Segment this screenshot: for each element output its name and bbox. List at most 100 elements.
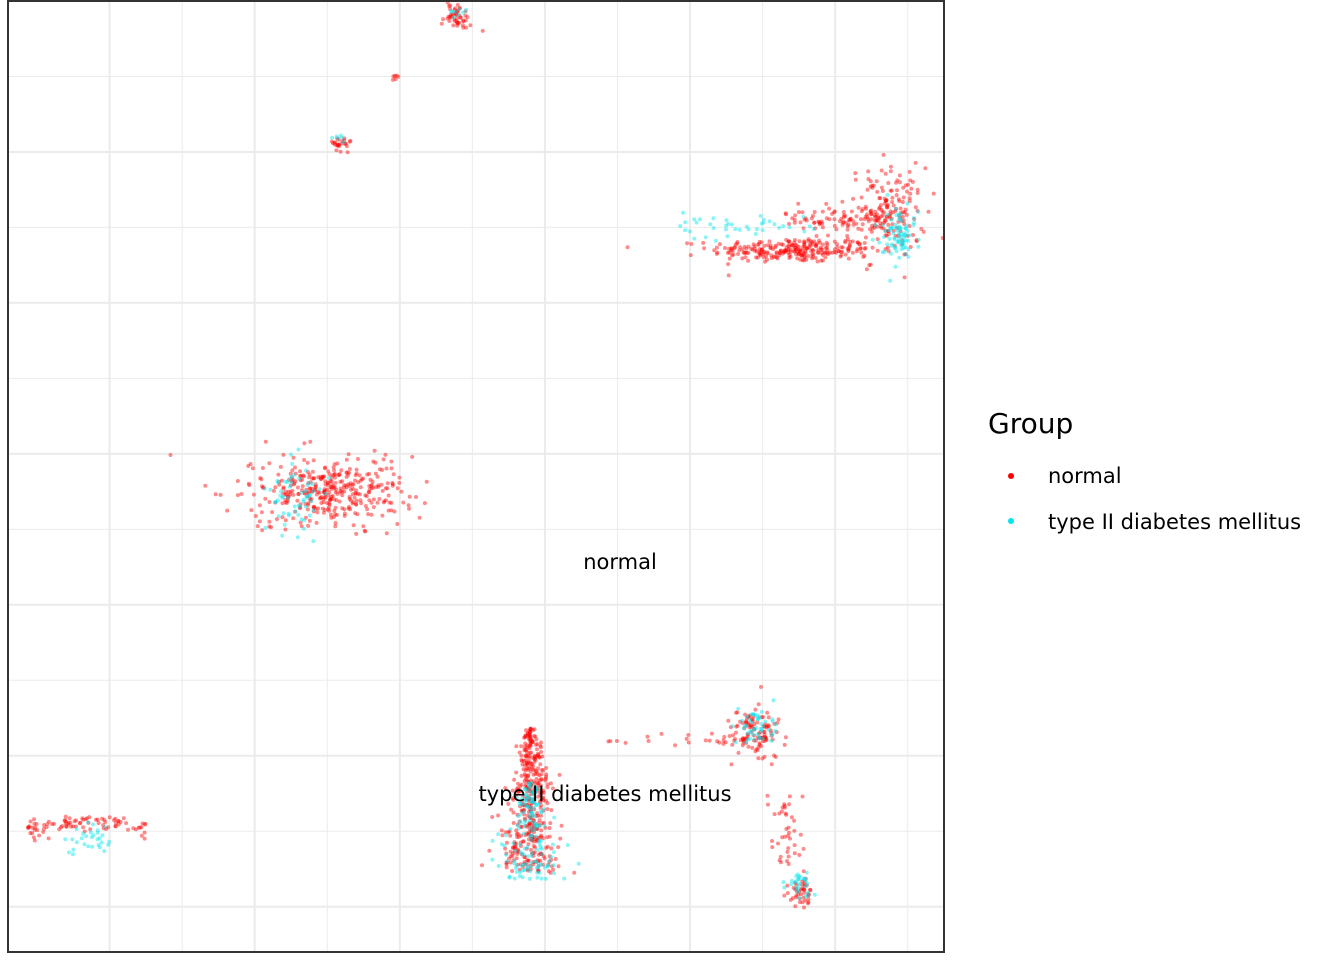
point-normal [797, 249, 802, 253]
point-normal [782, 803, 787, 808]
point-normal [890, 222, 895, 227]
point-type-ii-diabetes-mellitus [903, 238, 908, 243]
point-normal [528, 726, 533, 731]
point-normal [530, 836, 534, 841]
point-normal [504, 851, 509, 856]
point-normal [532, 822, 537, 827]
point-normal [774, 250, 779, 255]
point-normal [863, 214, 868, 219]
point-normal [298, 520, 303, 525]
point-normal [797, 889, 801, 894]
point-normal [737, 248, 742, 253]
point-normal [518, 804, 523, 809]
point-normal [371, 485, 376, 490]
point-type-ii-diabetes-mellitus [533, 787, 538, 792]
point-normal [787, 256, 792, 260]
point-normal [532, 760, 537, 764]
point-normal [846, 245, 851, 250]
point-normal [306, 503, 310, 507]
point-normal [531, 779, 536, 784]
point-type-ii-diabetes-mellitus [526, 854, 530, 859]
point-normal [319, 501, 324, 505]
point-type-ii-diabetes-mellitus [531, 806, 536, 810]
point-normal [735, 240, 740, 244]
point-normal [535, 835, 540, 840]
point-normal [342, 507, 347, 512]
point-normal [87, 815, 92, 820]
point-normal [890, 200, 895, 204]
point-type-ii-diabetes-mellitus [96, 843, 101, 847]
point-normal [801, 846, 806, 851]
point-normal [851, 219, 856, 224]
point-normal [316, 490, 321, 494]
point-normal [839, 216, 844, 221]
point-normal [461, 19, 466, 24]
point-normal [305, 470, 310, 474]
point-normal [524, 796, 529, 801]
point-normal [353, 511, 358, 516]
point-normal [544, 798, 548, 803]
point-normal [523, 734, 528, 739]
point-normal [395, 522, 400, 526]
point-normal [744, 719, 748, 724]
point-normal [143, 821, 148, 826]
point-normal [342, 138, 347, 143]
point-normal [367, 484, 372, 488]
point-normal [768, 245, 773, 250]
point-type-ii-diabetes-mellitus [885, 242, 890, 247]
point-normal [847, 218, 852, 223]
point-type-ii-diabetes-mellitus [916, 244, 921, 249]
point-normal [82, 829, 87, 834]
point-normal [867, 263, 872, 268]
point-type-ii-diabetes-mellitus [99, 840, 104, 845]
point-type-ii-diabetes-mellitus [793, 879, 798, 884]
point-normal [783, 211, 788, 216]
point-type-ii-diabetes-mellitus [532, 820, 536, 825]
point-normal [775, 720, 780, 725]
point-normal [765, 243, 770, 248]
point-normal [774, 730, 779, 735]
point-normal [900, 242, 904, 247]
point-normal [804, 246, 809, 251]
point-normal [515, 852, 520, 856]
point-normal [857, 242, 862, 247]
point-normal [779, 860, 783, 865]
point-normal [540, 862, 545, 867]
point-type-ii-diabetes-mellitus [882, 249, 887, 254]
point-normal [351, 482, 356, 487]
point-normal [514, 744, 519, 749]
point-type-ii-diabetes-mellitus [84, 834, 89, 839]
point-normal [277, 482, 282, 487]
point-normal [709, 731, 714, 736]
point-type-ii-diabetes-mellitus [802, 229, 807, 234]
point-normal [526, 779, 531, 784]
point-normal [800, 794, 805, 799]
point-normal [342, 513, 347, 518]
point-normal [371, 497, 376, 502]
point-normal [306, 481, 311, 486]
point-normal [785, 849, 790, 854]
point-normal [88, 827, 93, 832]
point-type-ii-diabetes-mellitus [724, 218, 729, 223]
point-normal [808, 887, 813, 892]
point-normal [902, 222, 907, 226]
point-normal [529, 782, 533, 787]
point-normal [787, 830, 791, 835]
point-normal [539, 828, 544, 833]
point-type-ii-diabetes-mellitus [794, 888, 799, 893]
point-type-ii-diabetes-mellitus [449, 9, 454, 14]
point-normal [689, 242, 694, 246]
point-normal [840, 199, 845, 204]
point-normal [32, 838, 37, 843]
point-normal [856, 226, 861, 231]
point-normal [817, 222, 822, 227]
point-normal [544, 845, 549, 850]
point-normal [539, 852, 544, 856]
point-normal [841, 220, 846, 225]
point-type-ii-diabetes-mellitus [530, 850, 535, 855]
point-type-ii-diabetes-mellitus [897, 217, 902, 222]
point-normal [353, 491, 358, 495]
point-normal [267, 524, 272, 529]
point-normal [761, 735, 766, 740]
point-normal [820, 258, 825, 263]
